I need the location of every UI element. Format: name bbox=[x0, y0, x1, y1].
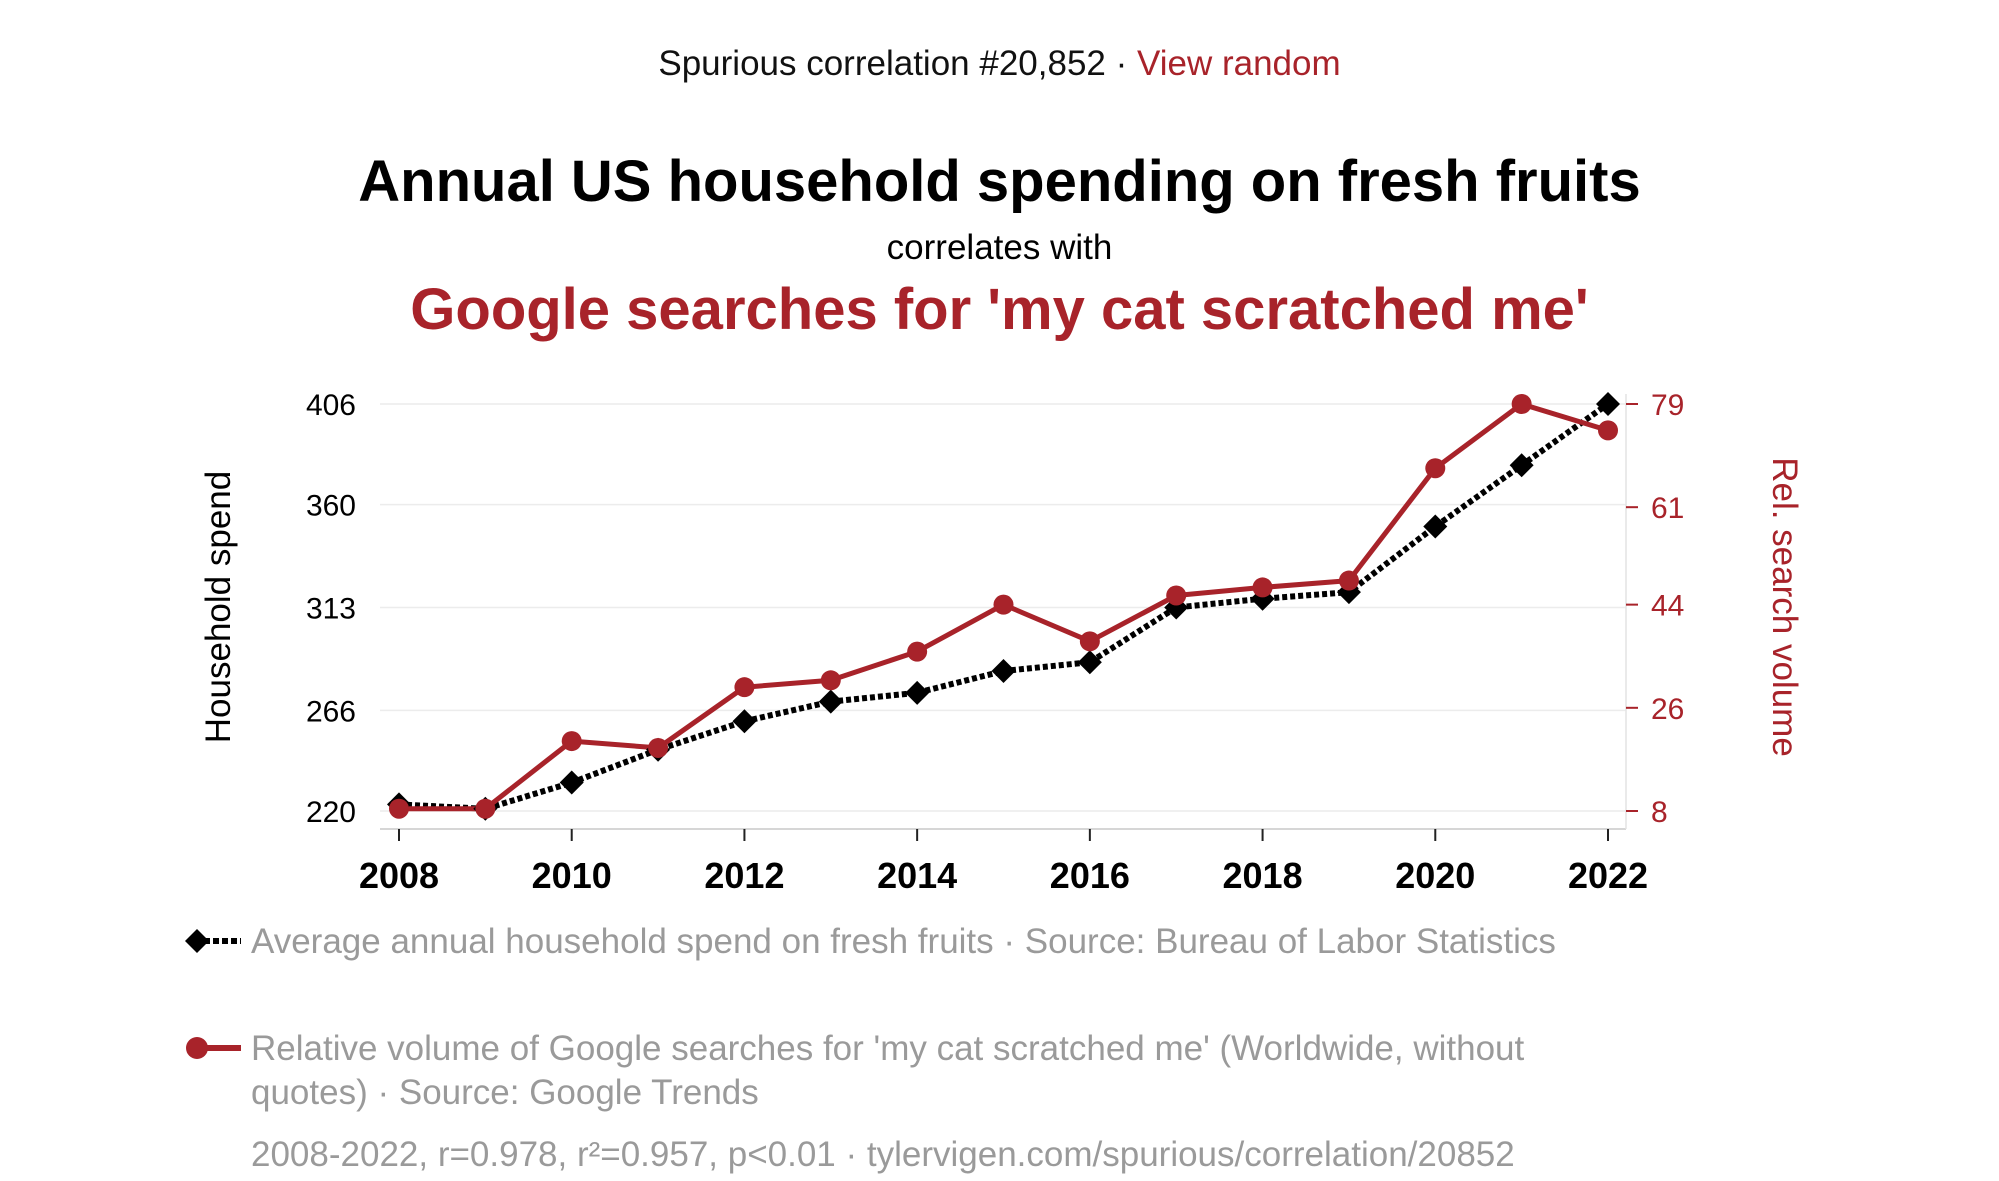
right-tick-label-61: 61 bbox=[1651, 492, 1684, 525]
search-point-2013 bbox=[820, 670, 841, 691]
primary-title: Annual US household spending on fresh fr… bbox=[358, 149, 1641, 214]
search-point-2008 bbox=[389, 798, 409, 819]
x-tick-label-2014: 2014 bbox=[877, 855, 957, 896]
search-point-2016 bbox=[1079, 631, 1100, 652]
legend-secondary-text: Relative volume of Google searches for '… bbox=[251, 1029, 1525, 1112]
left-tick-label-266: 266 bbox=[306, 695, 356, 728]
x-tick-label-2020: 2020 bbox=[1395, 855, 1475, 896]
x-tick-label-2016: 2016 bbox=[1050, 855, 1130, 896]
x-tick-label-2008: 2008 bbox=[359, 855, 439, 896]
right-tick-label-26: 26 bbox=[1651, 693, 1684, 726]
search-point-2017 bbox=[1166, 585, 1187, 606]
header-line: Spurious correlation #20,852 · View rand… bbox=[0, 40, 1999, 88]
view-random-link[interactable]: View random bbox=[1137, 44, 1341, 83]
header-separator: · bbox=[1115, 44, 1128, 83]
connector-text: correlates with bbox=[886, 228, 1113, 267]
correlation-id: Spurious correlation #20,852 bbox=[658, 44, 1106, 83]
search-point-2020 bbox=[1425, 458, 1446, 479]
spend-point-2013 bbox=[818, 689, 843, 714]
search-point-2015 bbox=[993, 594, 1014, 615]
search-point-2021 bbox=[1511, 394, 1532, 414]
spend-point-2016 bbox=[1077, 650, 1102, 675]
search-point-2011 bbox=[648, 737, 669, 758]
right-tick-label-79: 79 bbox=[1651, 389, 1684, 422]
x-tick-label-2012: 2012 bbox=[704, 855, 784, 896]
spend-point-2020 bbox=[1423, 514, 1448, 539]
left-tick-label-360: 360 bbox=[306, 490, 356, 523]
search-point-2014 bbox=[907, 641, 928, 662]
search-point-2022 bbox=[1598, 420, 1618, 441]
search-point-2010 bbox=[561, 731, 582, 752]
search-point-2019 bbox=[1338, 570, 1359, 591]
legend-circle-icon bbox=[186, 1037, 241, 1059]
search-point-2009 bbox=[475, 798, 496, 819]
left-tick-label-406: 406 bbox=[306, 389, 356, 422]
search-point-2018 bbox=[1252, 577, 1273, 598]
legend-diamond-icon bbox=[185, 929, 241, 953]
left-tick-label-220: 220 bbox=[306, 796, 356, 829]
stats-footer: 2008-2022, r=0.978, r²=0.957, p<0.01 · t… bbox=[251, 1135, 1515, 1174]
legend-primary-text: Average annual household spend on fresh … bbox=[251, 922, 1556, 961]
spend-point-2012 bbox=[732, 709, 757, 734]
right-tick-label-44: 44 bbox=[1651, 590, 1684, 623]
spend-point-2014 bbox=[905, 680, 930, 705]
x-tick-label-2010: 2010 bbox=[532, 855, 612, 896]
left-tick-label-313: 313 bbox=[306, 593, 356, 626]
spend-point-2022 bbox=[1596, 392, 1620, 416]
x-tick-label-2022: 2022 bbox=[1568, 855, 1648, 896]
right-tick-label-8: 8 bbox=[1651, 796, 1668, 829]
x-tick-label-2018: 2018 bbox=[1223, 855, 1303, 896]
left-axis-title: Household spend bbox=[199, 471, 238, 743]
search-point-2012 bbox=[734, 677, 755, 698]
spend-point-2021 bbox=[1509, 453, 1534, 478]
spend-point-2010 bbox=[559, 770, 584, 795]
right-axis-title: Rel. search volume bbox=[1765, 457, 1804, 757]
spend-point-2015 bbox=[991, 658, 1016, 683]
secondary-title: Google searches for 'my cat scratched me… bbox=[410, 277, 1589, 342]
